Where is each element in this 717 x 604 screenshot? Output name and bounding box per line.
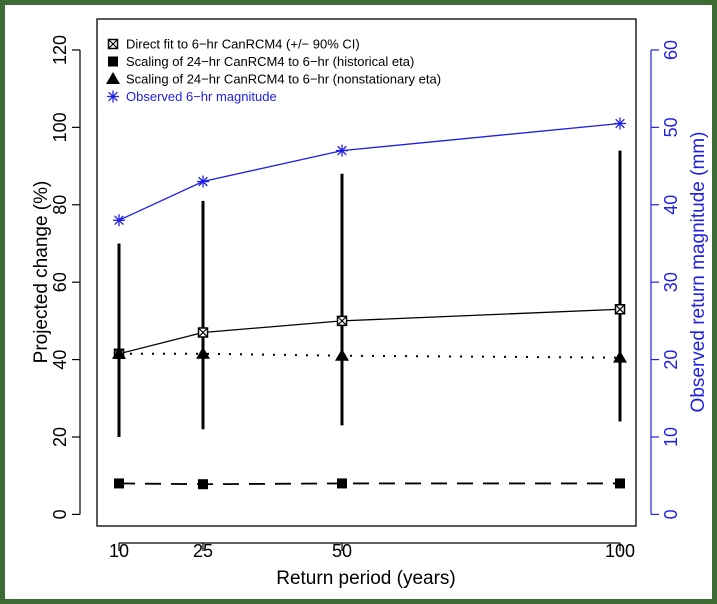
- series-4-point: [336, 144, 348, 157]
- x-axis-title: Return period (years): [276, 568, 456, 589]
- series-2-legend-label: Scaling of 24−hr CanRCM4 to 6−hr (histor…: [126, 54, 414, 69]
- y-axis-right-title: Observed return magnitude (mm): [688, 132, 709, 413]
- series-2-legend-marker: [108, 56, 118, 67]
- marker-cross: [337, 315, 347, 326]
- y-left-tick-label: 120: [50, 35, 70, 65]
- x-tick-label: 10: [109, 541, 129, 561]
- marker-cross: [198, 327, 208, 338]
- series-3-point: [112, 346, 126, 359]
- series-2-point: [337, 478, 347, 489]
- series-4-point: [113, 214, 125, 227]
- series-1-legend-label: Direct fit to 6−hr CanRCM4 (+/− 90% CI): [126, 37, 360, 52]
- series-4-legend-label: Observed 6−hr magnitude: [126, 89, 277, 104]
- y-right-tick-label: 20: [661, 350, 681, 370]
- series-4-point: [614, 117, 626, 130]
- marker-stroke: [615, 118, 625, 129]
- series-3-point: [335, 348, 349, 361]
- y-left-tick-label: 20: [50, 427, 70, 447]
- series-2-point: [615, 478, 625, 489]
- x-tick-label: 100: [605, 541, 635, 561]
- series-3-legend-marker: [106, 72, 120, 84]
- legend: Direct fit to 6−hr CanRCM4 (+/− 90% CI) S…: [106, 37, 441, 104]
- marker-stroke: [198, 176, 208, 187]
- series-lines-layer: [118, 122, 621, 486]
- series-markers-layer: [112, 117, 627, 490]
- series-2-line: [118, 482, 620, 486]
- axes-layer: 10 25 50 100 0 20 40 60 80 100 120 0 10 20 30 40 50 60: [50, 35, 681, 561]
- marker-cross: [615, 304, 625, 315]
- y-right-tick-label: 60: [661, 40, 681, 60]
- y-left-tick-label: 60: [50, 272, 70, 292]
- series-1-legend-marker: [107, 38, 119, 50]
- series-4-line: [118, 122, 621, 221]
- plot-area-border: [96, 18, 637, 527]
- series-3-point: [613, 350, 627, 363]
- marker-cross: [108, 39, 118, 49]
- series-1-point: [197, 327, 209, 338]
- series-1-point: [614, 304, 626, 315]
- marker-stroke: [114, 215, 124, 226]
- series-3-line: [119, 352, 621, 359]
- series-4-legend-marker: [107, 90, 119, 103]
- series-1-point: [336, 315, 348, 327]
- marker-stroke: [108, 91, 118, 102]
- marker-stroke: [337, 145, 347, 156]
- series-4-point: [197, 175, 209, 188]
- y-right-tick-label: 40: [661, 195, 681, 215]
- y-axis-left-title: Projected change (%): [31, 181, 52, 364]
- series-1-line: [118, 308, 621, 355]
- y-right-tick-label: 10: [661, 427, 681, 447]
- y-left-tick-label: 0: [50, 509, 70, 519]
- y-right-tick-label: 0: [661, 509, 681, 519]
- y-right-tick-label: 30: [661, 272, 681, 292]
- series-3-point: [196, 346, 210, 359]
- y-left-tick-label: 80: [50, 195, 70, 215]
- y-left-tick-label: 100: [50, 112, 70, 142]
- series-3-legend-label: Scaling of 24−hr CanRCM4 to 6−hr (nonsta…: [126, 72, 441, 87]
- y-left-tick-label: 40: [50, 350, 70, 370]
- confidence-interval-layer: [117, 150, 622, 437]
- y-right-tick-label: 50: [661, 117, 681, 137]
- series-2-point: [198, 479, 208, 490]
- x-tick-label: 50: [332, 541, 352, 561]
- series-2-point: [114, 478, 124, 489]
- x-tick-label: 25: [193, 541, 213, 561]
